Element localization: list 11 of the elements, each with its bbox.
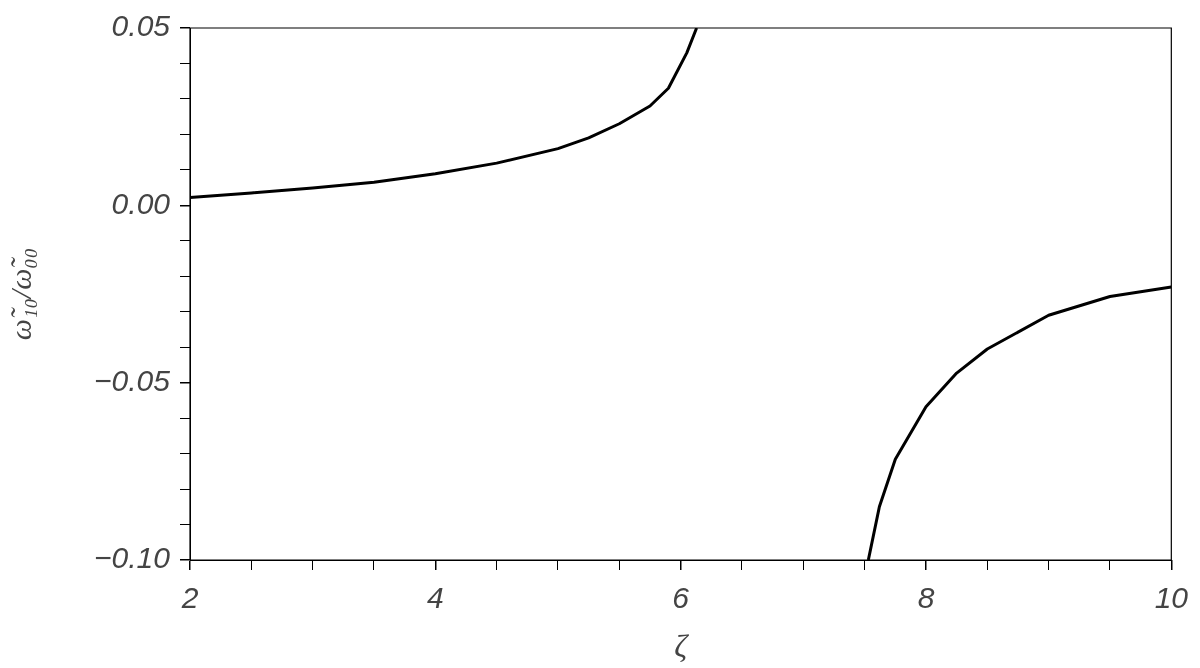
x-tick-label: 2	[180, 581, 199, 615]
x-tick-label: 10	[1154, 581, 1189, 615]
y-tick-label: −0.10	[94, 541, 171, 575]
y-axis-title: ω̃₁₀/ω̃₀₀	[3, 247, 37, 341]
x-tick-label: 6	[672, 581, 690, 615]
x-axis-title: ζ	[674, 628, 690, 665]
y-tick-label: −0.05	[94, 364, 171, 398]
y-tick-label: 0.05	[111, 9, 171, 43]
x-tick-label: 4	[426, 581, 444, 615]
x-tick-label: 8	[917, 581, 935, 615]
y-tick-label: 0.00	[111, 186, 171, 220]
